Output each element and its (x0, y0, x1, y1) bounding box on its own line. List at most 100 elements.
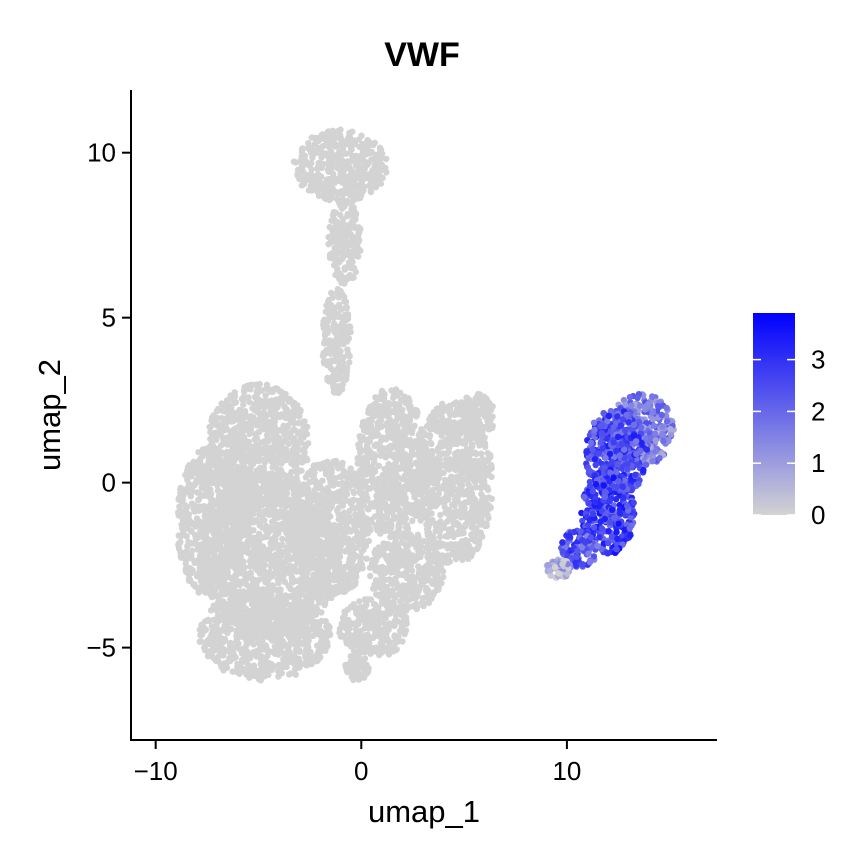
scatter-point (349, 128, 356, 135)
scatter-point (347, 175, 354, 182)
scatter-point (352, 520, 360, 527)
scatter-point (278, 597, 285, 604)
scatter-point (196, 489, 203, 497)
scatter-point (233, 488, 241, 495)
scatter-point (246, 430, 253, 438)
scatter-point (336, 375, 343, 382)
scatter-point (308, 149, 315, 157)
scatter-point (311, 486, 318, 494)
scatter-point (230, 418, 237, 425)
scatter-point (220, 667, 227, 674)
scatter-point (263, 662, 270, 669)
scatter-point (237, 464, 244, 471)
scatter-point (250, 641, 257, 648)
scatter-point (241, 571, 248, 578)
scatter-point (341, 293, 348, 301)
scatter-point (225, 542, 232, 549)
scatter-point (197, 530, 204, 537)
scatter-point (187, 493, 195, 500)
scatter-point (240, 401, 247, 408)
scatter-point (302, 651, 309, 658)
scatter-point (315, 160, 322, 167)
scatter-point (204, 653, 212, 660)
scatter-point (252, 540, 259, 548)
scatter-point (214, 481, 221, 488)
scatter-point (248, 422, 255, 429)
scatter-point (335, 498, 342, 505)
scatter-point (256, 645, 264, 652)
scatter-point (290, 498, 298, 505)
scatter-point (215, 456, 222, 464)
scatter-point (251, 436, 258, 443)
scatter-point (233, 539, 240, 546)
scatter-point (271, 422, 278, 429)
scatter-point (338, 139, 346, 146)
scatter-point (257, 449, 265, 457)
scatter-point (265, 473, 272, 480)
scatter-point (339, 232, 346, 239)
scatter-point (321, 531, 329, 538)
scatter-point (342, 237, 349, 244)
scatter-point (337, 198, 344, 205)
scatter-point (351, 566, 358, 573)
scatter-point (198, 558, 205, 566)
scatter-point (357, 153, 364, 160)
scatter-point (247, 484, 254, 492)
scatter-point (250, 648, 257, 656)
scatter-point (294, 402, 301, 409)
scatter-point (349, 258, 356, 266)
scatter-point (254, 595, 261, 602)
scatter-point (262, 392, 269, 399)
scatter-point (182, 471, 189, 479)
scatter-point (263, 606, 270, 613)
scatter-point (197, 624, 205, 632)
scatter-point (321, 316, 328, 323)
scatter-point (332, 562, 339, 569)
scatter-point (347, 231, 354, 238)
scatter-point (330, 255, 338, 263)
scatter-point (350, 189, 357, 197)
scatter-point (251, 454, 259, 461)
scatter-point (207, 542, 215, 549)
scatter-point (206, 564, 214, 571)
scatter-point (316, 571, 324, 578)
scatter-point (315, 630, 323, 637)
scatter-point (341, 280, 348, 287)
scatter-point (292, 468, 299, 475)
scatter-point (326, 337, 333, 344)
scatter-point (342, 376, 350, 383)
scatter-point (212, 419, 219, 427)
scatter-point (274, 436, 282, 444)
scatter-point (219, 449, 226, 456)
scatter-point (206, 523, 213, 530)
scatter-point (347, 552, 354, 559)
scatter-point (321, 339, 328, 347)
scatter-point (358, 564, 365, 571)
scatter-point (261, 424, 269, 431)
scatter-point (305, 140, 312, 147)
scatter-point (328, 475, 335, 482)
scatter-point (324, 580, 331, 587)
scatter-point (201, 644, 208, 651)
scatter-point (212, 630, 220, 637)
scatter-point (315, 144, 322, 152)
scatter-point (214, 619, 221, 626)
scatter-point (241, 408, 249, 415)
scatter-point (345, 273, 352, 280)
scatter-point (267, 631, 275, 638)
scatter-point (282, 629, 289, 637)
scatter-point (240, 541, 247, 549)
scatter-point (276, 525, 283, 532)
scatter-point (226, 460, 234, 467)
scatter-point (329, 313, 337, 321)
scatter-point (204, 492, 211, 500)
scatter-point (213, 508, 220, 515)
scatter-point (260, 575, 267, 582)
scatter-point (340, 164, 347, 172)
scatter-point (251, 557, 258, 564)
scatter-point (318, 609, 325, 616)
scatter-point (300, 490, 307, 497)
scatter-point (325, 181, 332, 188)
scatter-point (274, 630, 282, 638)
scatter-point (299, 156, 306, 163)
